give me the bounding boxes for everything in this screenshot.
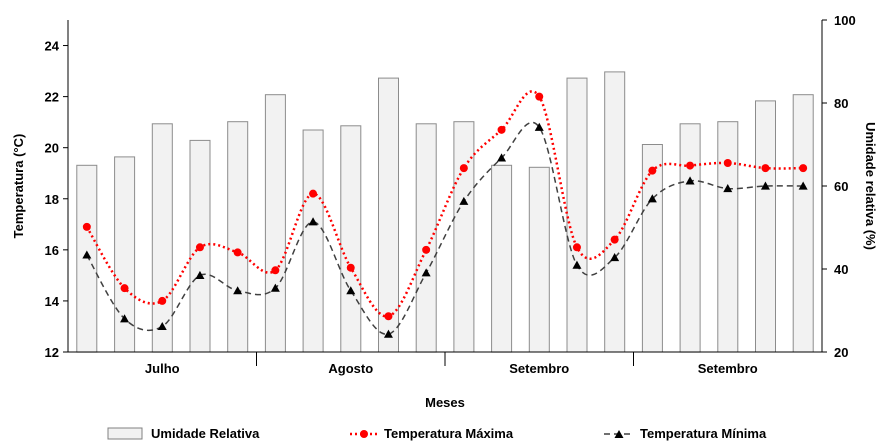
left-tick-label: 20 <box>45 141 59 156</box>
humidity-bar <box>717 121 739 353</box>
humidity-bar <box>151 123 173 353</box>
max-temperature-marker <box>346 263 355 272</box>
max-temperature-marker <box>271 266 280 275</box>
min-temperature-marker <box>270 283 280 292</box>
temperature-markers <box>82 92 808 338</box>
max-temperature-marker <box>120 284 129 293</box>
min-temperature-marker <box>497 153 507 162</box>
legend: Umidade Relativa Temperatura Máxima Temp… <box>107 426 767 441</box>
humidity-bar <box>491 164 513 353</box>
legend-label-min: Temperatura Mínima <box>640 426 767 441</box>
month-label: Julho <box>145 361 180 376</box>
legend-marker-min <box>614 430 624 438</box>
humidity-bar <box>755 100 776 353</box>
right-tick-label: 80 <box>834 96 848 111</box>
humidity-bar <box>76 164 98 353</box>
min-temperature-marker <box>723 184 733 193</box>
max-temperature-marker <box>82 222 91 231</box>
right-tick-label: 100 <box>834 13 856 28</box>
left-tick-label: 22 <box>45 90 59 105</box>
min-temperature-marker <box>798 181 808 190</box>
max-temperature-marker <box>158 296 167 305</box>
right-axis-ticks: 20 40 60 80 100 <box>822 13 856 360</box>
right-tick-label: 40 <box>834 262 848 277</box>
left-tick-label: 14 <box>45 294 60 309</box>
min-temperature-marker <box>459 196 469 205</box>
legend-label-max: Temperatura Máxima <box>384 426 514 441</box>
min-temperature-marker <box>120 314 130 323</box>
left-axis-ticks: 12 14 16 18 20 22 24 <box>45 39 68 360</box>
max-temperature-marker <box>761 164 770 173</box>
min-temperature-marker <box>233 286 243 295</box>
max-temperature-marker <box>497 125 506 134</box>
right-tick-label: 60 <box>834 179 848 194</box>
max-temperature-marker <box>233 248 242 257</box>
legend-marker-max <box>360 430 368 438</box>
left-tick-label: 18 <box>45 192 59 207</box>
month-label: Setembro <box>509 361 569 376</box>
max-temperature-marker <box>572 243 581 252</box>
humidity-bar <box>641 144 663 353</box>
humidity-bar <box>378 77 399 353</box>
max-temperature-marker <box>384 312 393 321</box>
y-axis-left-title: Temperatura (°C) <box>11 134 26 239</box>
max-temperature-marker <box>686 161 695 170</box>
left-tick-label: 16 <box>45 243 59 258</box>
y-axis-right-title: Umidade relativa (%) <box>863 122 878 250</box>
x-axis-title: Meses <box>425 395 465 410</box>
left-tick-label: 24 <box>45 39 60 54</box>
humidity-bar <box>302 129 324 353</box>
temperature-lines <box>85 90 804 335</box>
max-temperature-marker <box>610 235 619 244</box>
max-temperature-marker <box>309 189 318 198</box>
month-separators <box>256 352 634 366</box>
min-temperature-marker <box>685 176 695 185</box>
min-temperature-marker <box>534 122 544 131</box>
right-tick-label: 20 <box>834 345 848 360</box>
max-temperature-marker <box>195 243 204 252</box>
humidity-bar <box>114 156 136 353</box>
min-temperature-marker <box>647 194 657 203</box>
legend-label-humidity: Umidade Relativa <box>151 426 260 441</box>
humidity-bar <box>679 123 701 353</box>
min-temperature-marker <box>82 250 92 259</box>
axes <box>67 20 823 353</box>
month-label: Agosto <box>328 361 373 376</box>
min-temperature-marker <box>346 286 356 295</box>
month-labels: Julho Agosto Setembro Setembro <box>145 361 758 376</box>
max-temperature-marker <box>648 166 657 175</box>
min-temperature-line <box>86 121 804 335</box>
min-temperature-marker <box>572 260 582 269</box>
min-temperature-marker <box>760 181 770 190</box>
humidity-bar <box>792 94 814 353</box>
min-temperature-marker <box>421 268 431 277</box>
min-temperature-marker <box>157 321 167 331</box>
humidity-bars <box>76 71 814 353</box>
humidity-bar <box>264 94 286 353</box>
max-temperature-marker <box>535 92 544 101</box>
max-temperature-marker <box>422 245 431 254</box>
humidity-bar <box>528 166 550 353</box>
min-temperature-marker <box>308 217 318 226</box>
min-temperature-marker <box>195 270 205 279</box>
humidity-bar <box>340 125 362 353</box>
humidity-bar <box>566 77 588 353</box>
max-temperature-marker <box>459 164 468 173</box>
legend-swatch-humidity <box>107 427 143 440</box>
humidity-bar <box>604 71 626 353</box>
max-temperature-marker <box>799 164 808 173</box>
min-temperature-marker <box>383 329 393 338</box>
max-temperature-marker <box>723 159 732 168</box>
humidity-bar <box>227 121 249 353</box>
left-tick-label: 12 <box>45 345 59 360</box>
min-temperature-marker <box>610 253 620 262</box>
month-label: Setembro <box>698 361 758 376</box>
max-temperature-line <box>85 90 804 318</box>
